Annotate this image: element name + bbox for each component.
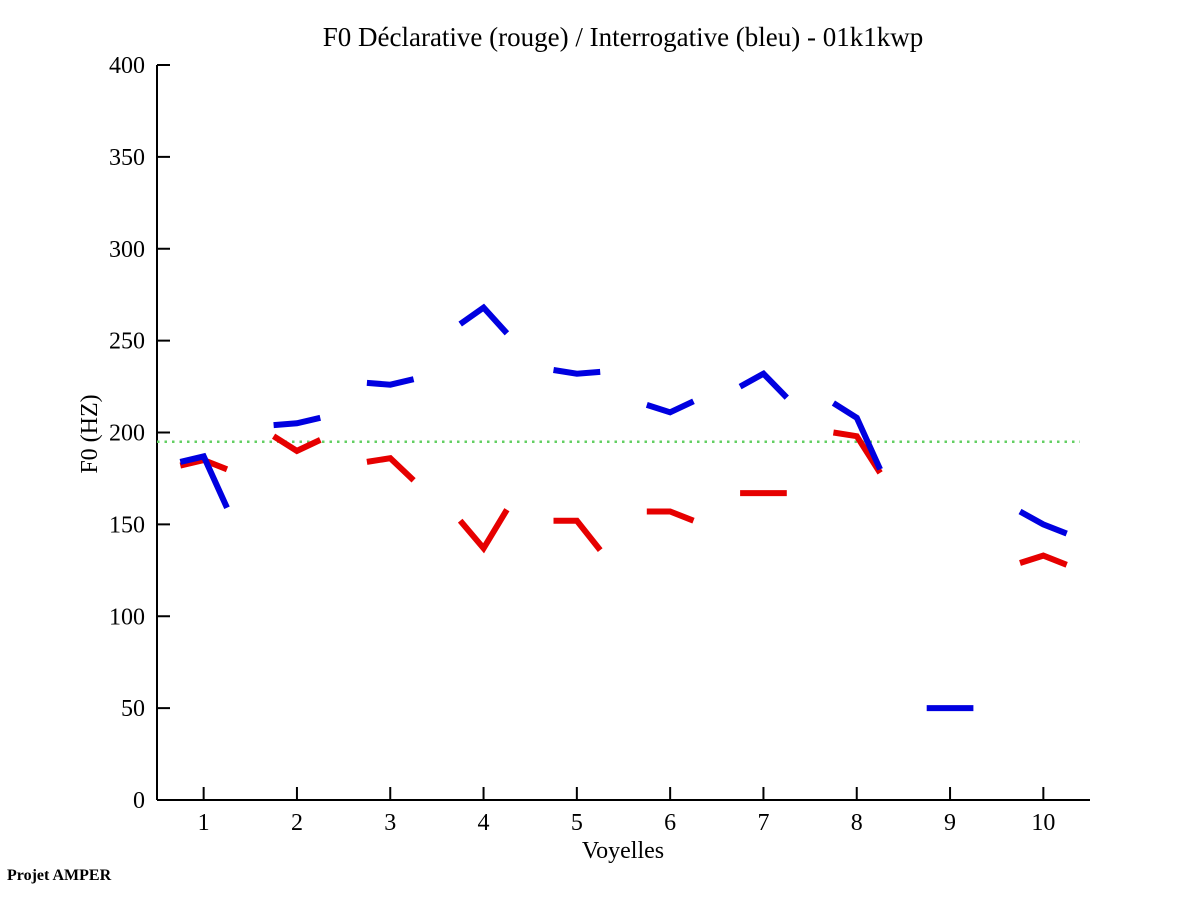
segment-vowel-6	[645, 398, 695, 416]
x-axis-label: Voyelles	[582, 838, 664, 864]
segment-vowel-8	[831, 400, 883, 471]
y-axis-label: F0 (HZ)	[77, 394, 103, 473]
segment-vowel-5	[553, 367, 601, 377]
y-tick-label: 350	[109, 145, 145, 171]
segment-vowel-4	[458, 303, 510, 336]
chart-title: F0 Déclarative (rouge) / Interrogative (…	[323, 22, 924, 52]
segment-vowel-4	[457, 508, 510, 554]
segment-vowel-7	[738, 369, 789, 400]
y-tick-label: 300	[109, 237, 145, 263]
x-tick-label: 8	[851, 810, 863, 836]
plot-area	[179, 303, 1068, 712]
segment-vowel-8	[832, 429, 883, 475]
x-tick-label: 9	[944, 810, 956, 836]
x-tick-label: 5	[571, 810, 583, 836]
y-tick-label: 250	[109, 329, 145, 355]
x-tick-label: 7	[757, 810, 769, 836]
y-tick-label: 150	[109, 512, 145, 538]
segment-vowel-5	[553, 517, 603, 552]
segment-vowel-2	[273, 414, 321, 429]
x-tick-label: 1	[198, 810, 210, 836]
series-declarative	[179, 429, 1068, 568]
axes: 0 50 100 150 200 250 300 350 400 1 2 3 4 5 6 7 8 9 10	[109, 53, 1090, 836]
footer-credit: Projet AMPER	[7, 867, 112, 884]
segment-vowel-10	[1018, 508, 1068, 537]
segment-vowel-10	[1019, 552, 1068, 568]
x-tick-label: 10	[1031, 810, 1055, 836]
segment-vowel-6	[646, 508, 695, 524]
segment-vowel-3	[366, 455, 416, 483]
y-tick-label: 200	[109, 421, 145, 447]
y-tick-label: 100	[109, 604, 145, 630]
segment-vowel-3	[366, 376, 415, 388]
x-tick-label: 6	[664, 810, 676, 836]
x-tick-label: 4	[478, 810, 490, 836]
segment-vowel-1	[179, 452, 230, 510]
y-tick-label: 400	[109, 53, 145, 79]
segment-vowel-2	[271, 433, 322, 455]
y-tick-label: 50	[121, 696, 145, 722]
x-tick-label: 3	[384, 810, 396, 836]
y-tick-label: 0	[133, 788, 145, 814]
x-tick-label: 2	[291, 810, 303, 836]
series-interrogative	[179, 303, 1068, 712]
